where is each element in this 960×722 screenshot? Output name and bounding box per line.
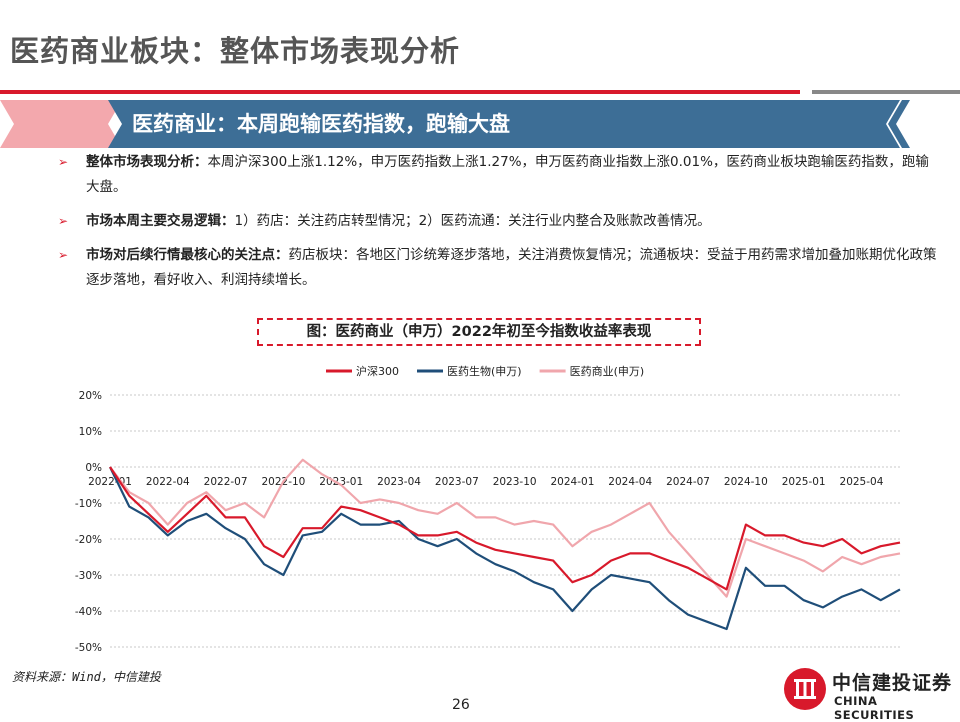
y-tick-label: -50% — [75, 642, 102, 654]
bullet-text: 药店板块：各地区门诊统筹逐步落地，关注消费恢复情况；流通板块：受益于用药需求增加… — [86, 247, 937, 288]
y-tick-label: -40% — [75, 606, 102, 618]
citic-logo-icon — [784, 668, 826, 710]
x-tick-label: 2023-07 — [435, 476, 479, 488]
page-title: 医药商业板块：整体市场表现分析 — [10, 34, 461, 68]
x-tick-label: 2023-10 — [493, 476, 537, 488]
series-line — [109, 466, 901, 631]
x-tick-label: 2024-07 — [666, 476, 710, 488]
y-tick-label: -10% — [75, 498, 102, 510]
y-tick-label: -30% — [75, 570, 102, 582]
x-tick-label: 2025-01 — [782, 476, 826, 488]
bullet-lead: 市场本周主要交易逻辑： — [86, 213, 235, 229]
bullet-text: 1）药店：关注药店转型情况；2）医药流通：关注行业内整合及账款改善情况。 — [234, 213, 711, 229]
y-tick-label: 0% — [85, 462, 102, 474]
page-number: 26 — [452, 697, 470, 713]
brand-logo: 中信建投证券 CHINA SECURITIES — [782, 664, 960, 722]
bullet-lead: 市场对后续行情最核心的关注点： — [86, 247, 289, 263]
bullet-lead: 整体市场表现分析： — [86, 154, 208, 170]
logo-chinese-text: 中信建投证券 — [832, 672, 953, 694]
triangle-right-icon: ➢ — [58, 155, 69, 169]
x-tick-label: 2024-01 — [551, 476, 595, 488]
triangle-right-icon: ➢ — [58, 214, 69, 228]
legend-label: 医药商业(申万) — [570, 364, 645, 378]
banner-tail — [888, 100, 910, 148]
bullet-item: ➢ 市场本周主要交易逻辑：1）药店：关注药店转型情况；2）医药流通：关注行业内整… — [58, 209, 938, 234]
bullet-item: ➢ 整体市场表现分析：本周沪深300上涨1.12%，申万医药指数上涨1.27%，… — [58, 150, 938, 200]
series-line — [109, 458, 901, 598]
bullet-list: ➢ 整体市场表现分析：本周沪深300上涨1.12%，申万医药指数上涨1.27%，… — [58, 150, 938, 302]
series-line — [109, 466, 901, 591]
bullet-text: 本周沪深300上涨1.12%，申万医药指数上涨1.27%，申万医药商业指数上涨0… — [86, 154, 929, 195]
y-tick-label: -20% — [75, 534, 102, 546]
line-chart: 20%10%0%-10%-20%-30%-40%-50%2022-01 2022-… — [75, 364, 901, 654]
banner-blue-band — [108, 100, 900, 148]
x-tick-label: 2023-04 — [377, 476, 421, 488]
x-tick-label: 2022-07 — [204, 476, 248, 488]
legend-label: 沪深300 — [356, 364, 399, 378]
chart-caption: 图：医药商业（申万）2022年初至今指数收益率表现 — [257, 318, 701, 346]
x-tick-label: 2022-04 — [146, 476, 190, 488]
section-heading: 医药商业：本周跑输医药指数，跑输大盘 — [132, 112, 510, 136]
logo-english-text: CHINA SECURITIES — [834, 694, 915, 722]
bullet-item: ➢ 市场对后续行情最核心的关注点：药店板块：各地区门诊统筹逐步落地，关注消费恢复… — [58, 243, 938, 293]
title-divider-red — [0, 90, 800, 94]
title-divider-grey — [812, 90, 960, 94]
triangle-right-icon: ➢ — [58, 248, 69, 262]
x-tick-label: 2024-04 — [608, 476, 652, 488]
x-tick-label: 2025-04 — [840, 476, 884, 488]
banner-pink-band — [0, 100, 122, 148]
source-note: 资料来源：Wind，中信建投 — [12, 670, 161, 684]
y-tick-label: 10% — [79, 426, 102, 438]
section-banner — [0, 100, 910, 148]
x-tick-label: 2024-10 — [724, 476, 768, 488]
y-tick-label: 20% — [79, 390, 102, 402]
legend-label: 医药生物(申万) — [447, 364, 522, 378]
